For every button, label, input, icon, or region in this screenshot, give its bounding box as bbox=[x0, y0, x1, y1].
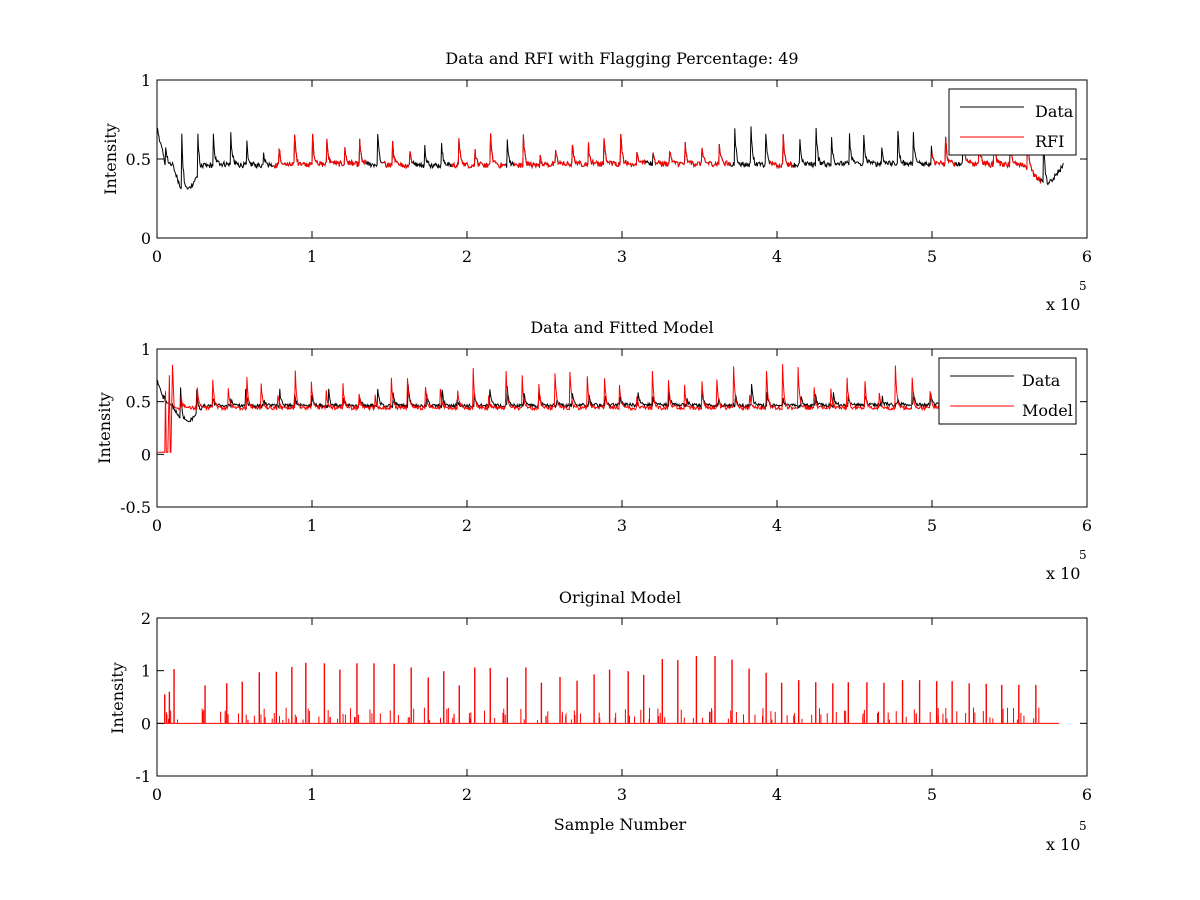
x-tick-label: 0 bbox=[152, 785, 162, 804]
subplot-1-plot-area bbox=[156, 124, 1064, 190]
subplot-1-legend: Data RFI bbox=[948, 88, 1077, 156]
y-tick-label: 2 bbox=[141, 609, 151, 628]
y-tick-label: 0.5 bbox=[126, 150, 151, 169]
x-tick-label: 2 bbox=[462, 247, 472, 266]
y-tick-label: 0 bbox=[141, 714, 151, 733]
subplot-2-plot-area bbox=[156, 364, 1064, 453]
subplot-2-legend: Data Model bbox=[938, 357, 1077, 425]
subplot-3-xlabel: Sample Number bbox=[554, 815, 687, 834]
subplot-2-legend-label-model: Model bbox=[1022, 401, 1073, 420]
x-tick-label: 6 bbox=[1082, 247, 1092, 266]
subplot-3-x-ticks: 0 1 2 3 4 5 6 bbox=[152, 618, 1092, 804]
x-tick-label: 1 bbox=[307, 516, 317, 535]
subplot-2-x-multiplier: x 10 bbox=[1046, 564, 1080, 583]
x-tick-label: 4 bbox=[772, 247, 782, 266]
x-tick-label: 2 bbox=[462, 516, 472, 535]
x-tick-label: 0 bbox=[152, 516, 162, 535]
subplot-3-x-multiplier: x 10 bbox=[1046, 835, 1080, 854]
x-tick-label: 2 bbox=[462, 785, 472, 804]
subplot-2-x-multiplier-base: x 10 bbox=[1046, 564, 1080, 583]
series-rfi-segment bbox=[381, 140, 413, 170]
y-tick-label: 1 bbox=[141, 71, 151, 90]
x-tick-label: 5 bbox=[927, 785, 937, 804]
subplot-3-ylabel: Intensity bbox=[108, 662, 127, 734]
subplot-1: Data and RFI with Flagging Percentage: 4… bbox=[101, 49, 1092, 314]
subplot-3-x-multiplier-base: x 10 bbox=[1046, 835, 1080, 854]
y-tick-label: 0 bbox=[141, 229, 151, 248]
subplot-1-x-ticks: 0 1 2 3 4 5 6 bbox=[152, 80, 1092, 266]
x-tick-label: 5 bbox=[927, 516, 937, 535]
subplot-1-legend-box bbox=[948, 88, 1077, 156]
x-tick-label: 6 bbox=[1082, 785, 1092, 804]
subplot-3-title: Original Model bbox=[559, 588, 681, 607]
series-rfi-segment bbox=[513, 133, 646, 170]
x-tick-label: 1 bbox=[307, 785, 317, 804]
subplot-2-legend-label-data: Data bbox=[1022, 371, 1061, 390]
subplot-1-legend-label-rfi: RFI bbox=[1035, 132, 1064, 151]
series-model-line bbox=[157, 364, 1064, 453]
x-tick-label: 0 bbox=[152, 247, 162, 266]
subplot-3-y-ticks: -1 0 1 2 bbox=[135, 609, 1087, 786]
subplot-2-title: Data and Fitted Model bbox=[530, 318, 713, 337]
x-tick-label: 6 bbox=[1082, 516, 1092, 535]
subplot-1-x-multiplier-exponent: 5 bbox=[1079, 279, 1087, 293]
y-tick-label: -0.5 bbox=[120, 498, 151, 517]
series-rfi-segment bbox=[451, 133, 506, 169]
x-tick-label: 5 bbox=[927, 247, 937, 266]
subplot-1-ylabel: Intensity bbox=[101, 123, 120, 195]
subplot-2-legend-box bbox=[938, 357, 1077, 425]
subplot-2-y-ticks: -0.5 0 0.5 1 bbox=[120, 340, 1087, 517]
y-tick-label: 1 bbox=[141, 340, 151, 359]
subplot-2-x-multiplier-exponent: 5 bbox=[1079, 548, 1087, 562]
x-tick-label: 1 bbox=[307, 247, 317, 266]
subplot-1-legend-label-data: Data bbox=[1035, 102, 1074, 121]
subplot-3-plot-area bbox=[157, 655, 1060, 724]
x-tick-label: 3 bbox=[617, 247, 627, 266]
subplot-2-x-ticks: 0 1 2 3 4 5 6 bbox=[152, 349, 1092, 535]
x-tick-label: 3 bbox=[617, 785, 627, 804]
series-rfi-segment bbox=[769, 134, 793, 170]
subplot-1-y-ticks: 00.51 bbox=[126, 71, 1087, 248]
y-tick-label: -1 bbox=[135, 767, 151, 786]
series-rfi-segment bbox=[652, 142, 731, 169]
x-tick-label: 4 bbox=[772, 516, 782, 535]
x-tick-label: 3 bbox=[617, 516, 627, 535]
subplot-3-axes-box bbox=[156, 617, 1088, 777]
subplot-3-x-multiplier-exponent: 5 bbox=[1079, 819, 1087, 833]
y-tick-label: 0 bbox=[141, 445, 151, 464]
subplot-2-axes-box bbox=[156, 348, 1088, 508]
subplot-2-ylabel: Intensity bbox=[95, 392, 114, 464]
y-tick-label: 1 bbox=[141, 662, 151, 681]
y-tick-label: 0.5 bbox=[126, 393, 151, 412]
subplot-1-x-multiplier-base: x 10 bbox=[1046, 295, 1080, 314]
series-rfi-segment bbox=[273, 133, 367, 169]
subplot-1-title: Data and RFI with Flagging Percentage: 4… bbox=[445, 49, 798, 68]
subplot-1-x-multiplier: x 10 bbox=[1046, 295, 1080, 314]
x-tick-label: 4 bbox=[772, 785, 782, 804]
series-rfi-segment bbox=[931, 136, 956, 168]
